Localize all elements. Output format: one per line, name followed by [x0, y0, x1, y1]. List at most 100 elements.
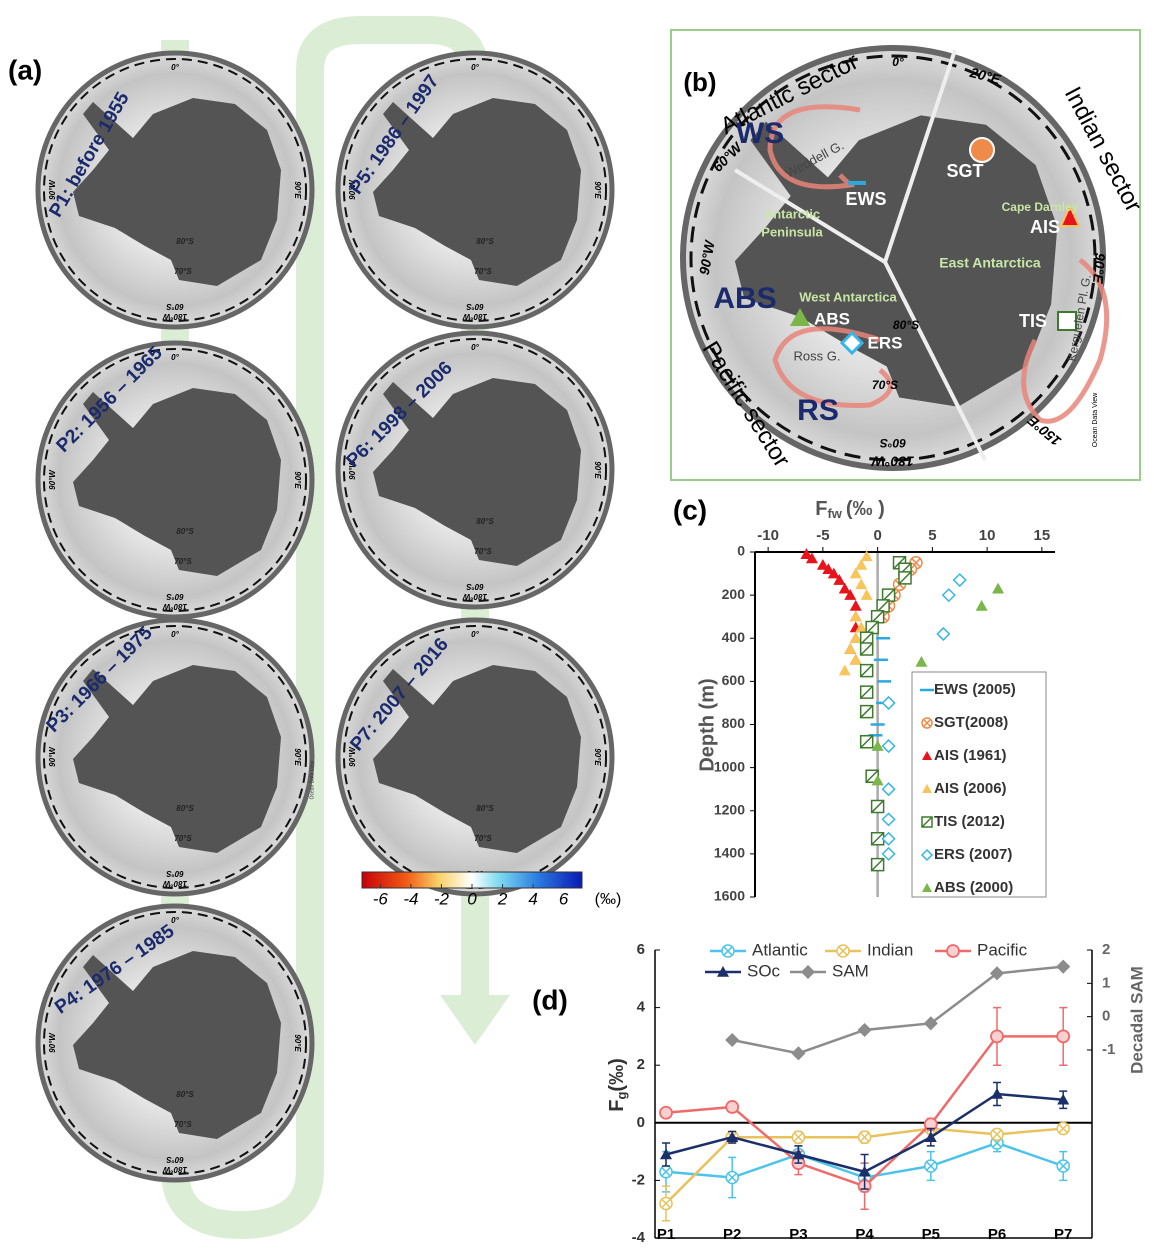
legend-marker: [922, 817, 932, 827]
grid-label: 90°E: [593, 461, 602, 479]
map-label: 0°: [892, 55, 904, 69]
grid-label: 80°S: [176, 804, 194, 813]
legend-label: SOc: [747, 961, 781, 980]
colorbar-tick-label: -4: [403, 889, 418, 908]
y-tick-label: 400: [722, 629, 746, 645]
map-label: EWS: [845, 189, 886, 209]
y-tick-label: 0: [737, 543, 745, 559]
x-tick-label: 15: [1034, 527, 1051, 544]
map-label: Cape Darnley: [1002, 200, 1079, 214]
point: [861, 736, 873, 748]
x-tick-label: P4: [855, 1226, 874, 1243]
y2-tick-label: 0: [1102, 1008, 1110, 1025]
point: [925, 1160, 937, 1172]
x-tick-label: P7: [1054, 1226, 1072, 1243]
point: [992, 583, 1004, 594]
colorbar-tick-label: -2: [434, 889, 450, 908]
grid-label: 0°: [471, 343, 479, 352]
point: [861, 589, 873, 600]
map-label: ABS: [713, 282, 776, 315]
grid-label: 80°S: [176, 1090, 194, 1099]
map-label: 60°S: [880, 436, 906, 450]
map-label: AIS: [1030, 217, 1060, 237]
legend-marker: [922, 718, 932, 728]
point: [883, 813, 895, 825]
polar-map: [338, 333, 612, 607]
map-label: 80°S: [893, 318, 919, 332]
figure: (a) 0°90°E90°W80°S70°S60°S180°WP1: befor…: [0, 0, 1154, 1249]
grid-label: 60°S: [166, 869, 184, 878]
y-axis-label: Fg(‰): [606, 1058, 629, 1112]
grid-label: 90°W: [48, 746, 57, 767]
timeline-arrowhead: [440, 995, 510, 1045]
grid-label: 180°W: [162, 879, 188, 888]
point: [861, 686, 873, 698]
map-label: ABS: [814, 309, 850, 328]
panel-label: (b): [683, 67, 716, 97]
point: [855, 578, 867, 589]
grid-label: 80°S: [176, 237, 194, 246]
map-label: Ocean Data View: [1092, 392, 1099, 447]
legend-label: ERS (2007): [934, 846, 1012, 863]
colorbar-tick-label: 0: [467, 889, 477, 908]
point: [861, 665, 873, 677]
point: [726, 1034, 738, 1046]
grid-label: 90°E: [293, 471, 302, 489]
polar-map: [338, 620, 612, 894]
grid-label: 0°: [171, 63, 179, 72]
y-tick-label: -2: [632, 1171, 645, 1188]
legend-label: SGT(2008): [934, 714, 1008, 731]
x-tick-label: P6: [988, 1226, 1006, 1243]
grid-label: 60°S: [166, 1155, 184, 1164]
point: [839, 665, 851, 676]
grid-label: 180°W: [462, 592, 488, 601]
point: [1057, 1160, 1069, 1172]
station-icon: [970, 138, 994, 162]
y-tick-label: 1600: [714, 888, 745, 904]
polar-map: [38, 906, 312, 1180]
legend-label: AIS (2006): [934, 780, 1007, 797]
colorbar-tick-label: 4: [528, 889, 537, 908]
legend-label: Atlantic: [752, 940, 808, 959]
y-tick-label: 1200: [714, 801, 745, 817]
point: [1057, 1123, 1069, 1135]
grid-label: 60°S: [466, 302, 484, 311]
y-tick-label: 2: [637, 1056, 645, 1073]
y-tick-label: 1400: [714, 845, 745, 861]
grid-label: 90°E: [293, 181, 302, 199]
station-icon: [848, 181, 866, 185]
grid-label: 90°E: [293, 1034, 302, 1052]
point: [976, 600, 988, 611]
point: [844, 643, 856, 654]
map-label: Ross G.: [794, 348, 841, 363]
map-label: Antarctic: [764, 206, 820, 221]
y-tick-label: 600: [722, 672, 746, 688]
legend-label: Indian: [867, 940, 913, 959]
map-label: East Antarctica: [939, 255, 1041, 271]
point: [883, 697, 895, 709]
grid-label: 60°S: [166, 592, 184, 601]
grid-label: 70°S: [474, 267, 492, 276]
y-tick-label: 4: [637, 999, 646, 1016]
panel-label: (a): [8, 54, 42, 85]
y-tick-label: 200: [722, 586, 746, 602]
x-tick-label: P5: [922, 1226, 940, 1243]
grid-label: 0°: [171, 630, 179, 639]
legend-label: EWS (2005): [934, 681, 1016, 698]
grid-label: 0°: [471, 630, 479, 639]
point: [859, 1131, 871, 1143]
grid-label: 0°: [171, 916, 179, 925]
legend-label: AIS (1961): [934, 747, 1007, 764]
point: [899, 572, 911, 584]
grid-label: 90°W: [48, 469, 57, 490]
point: [861, 706, 873, 718]
point: [859, 1024, 871, 1036]
map-label: Peninsula: [761, 224, 823, 239]
page: { "panel_a": { "label": "(a)", "maps": […: [0, 0, 1154, 1249]
map-label: WS: [736, 117, 784, 150]
grid-label: 80°S: [476, 517, 494, 526]
y-axis-label-main: F: [606, 1100, 628, 1112]
point: [660, 1107, 672, 1119]
point: [792, 1131, 804, 1143]
grid-label: 60°S: [466, 582, 484, 591]
